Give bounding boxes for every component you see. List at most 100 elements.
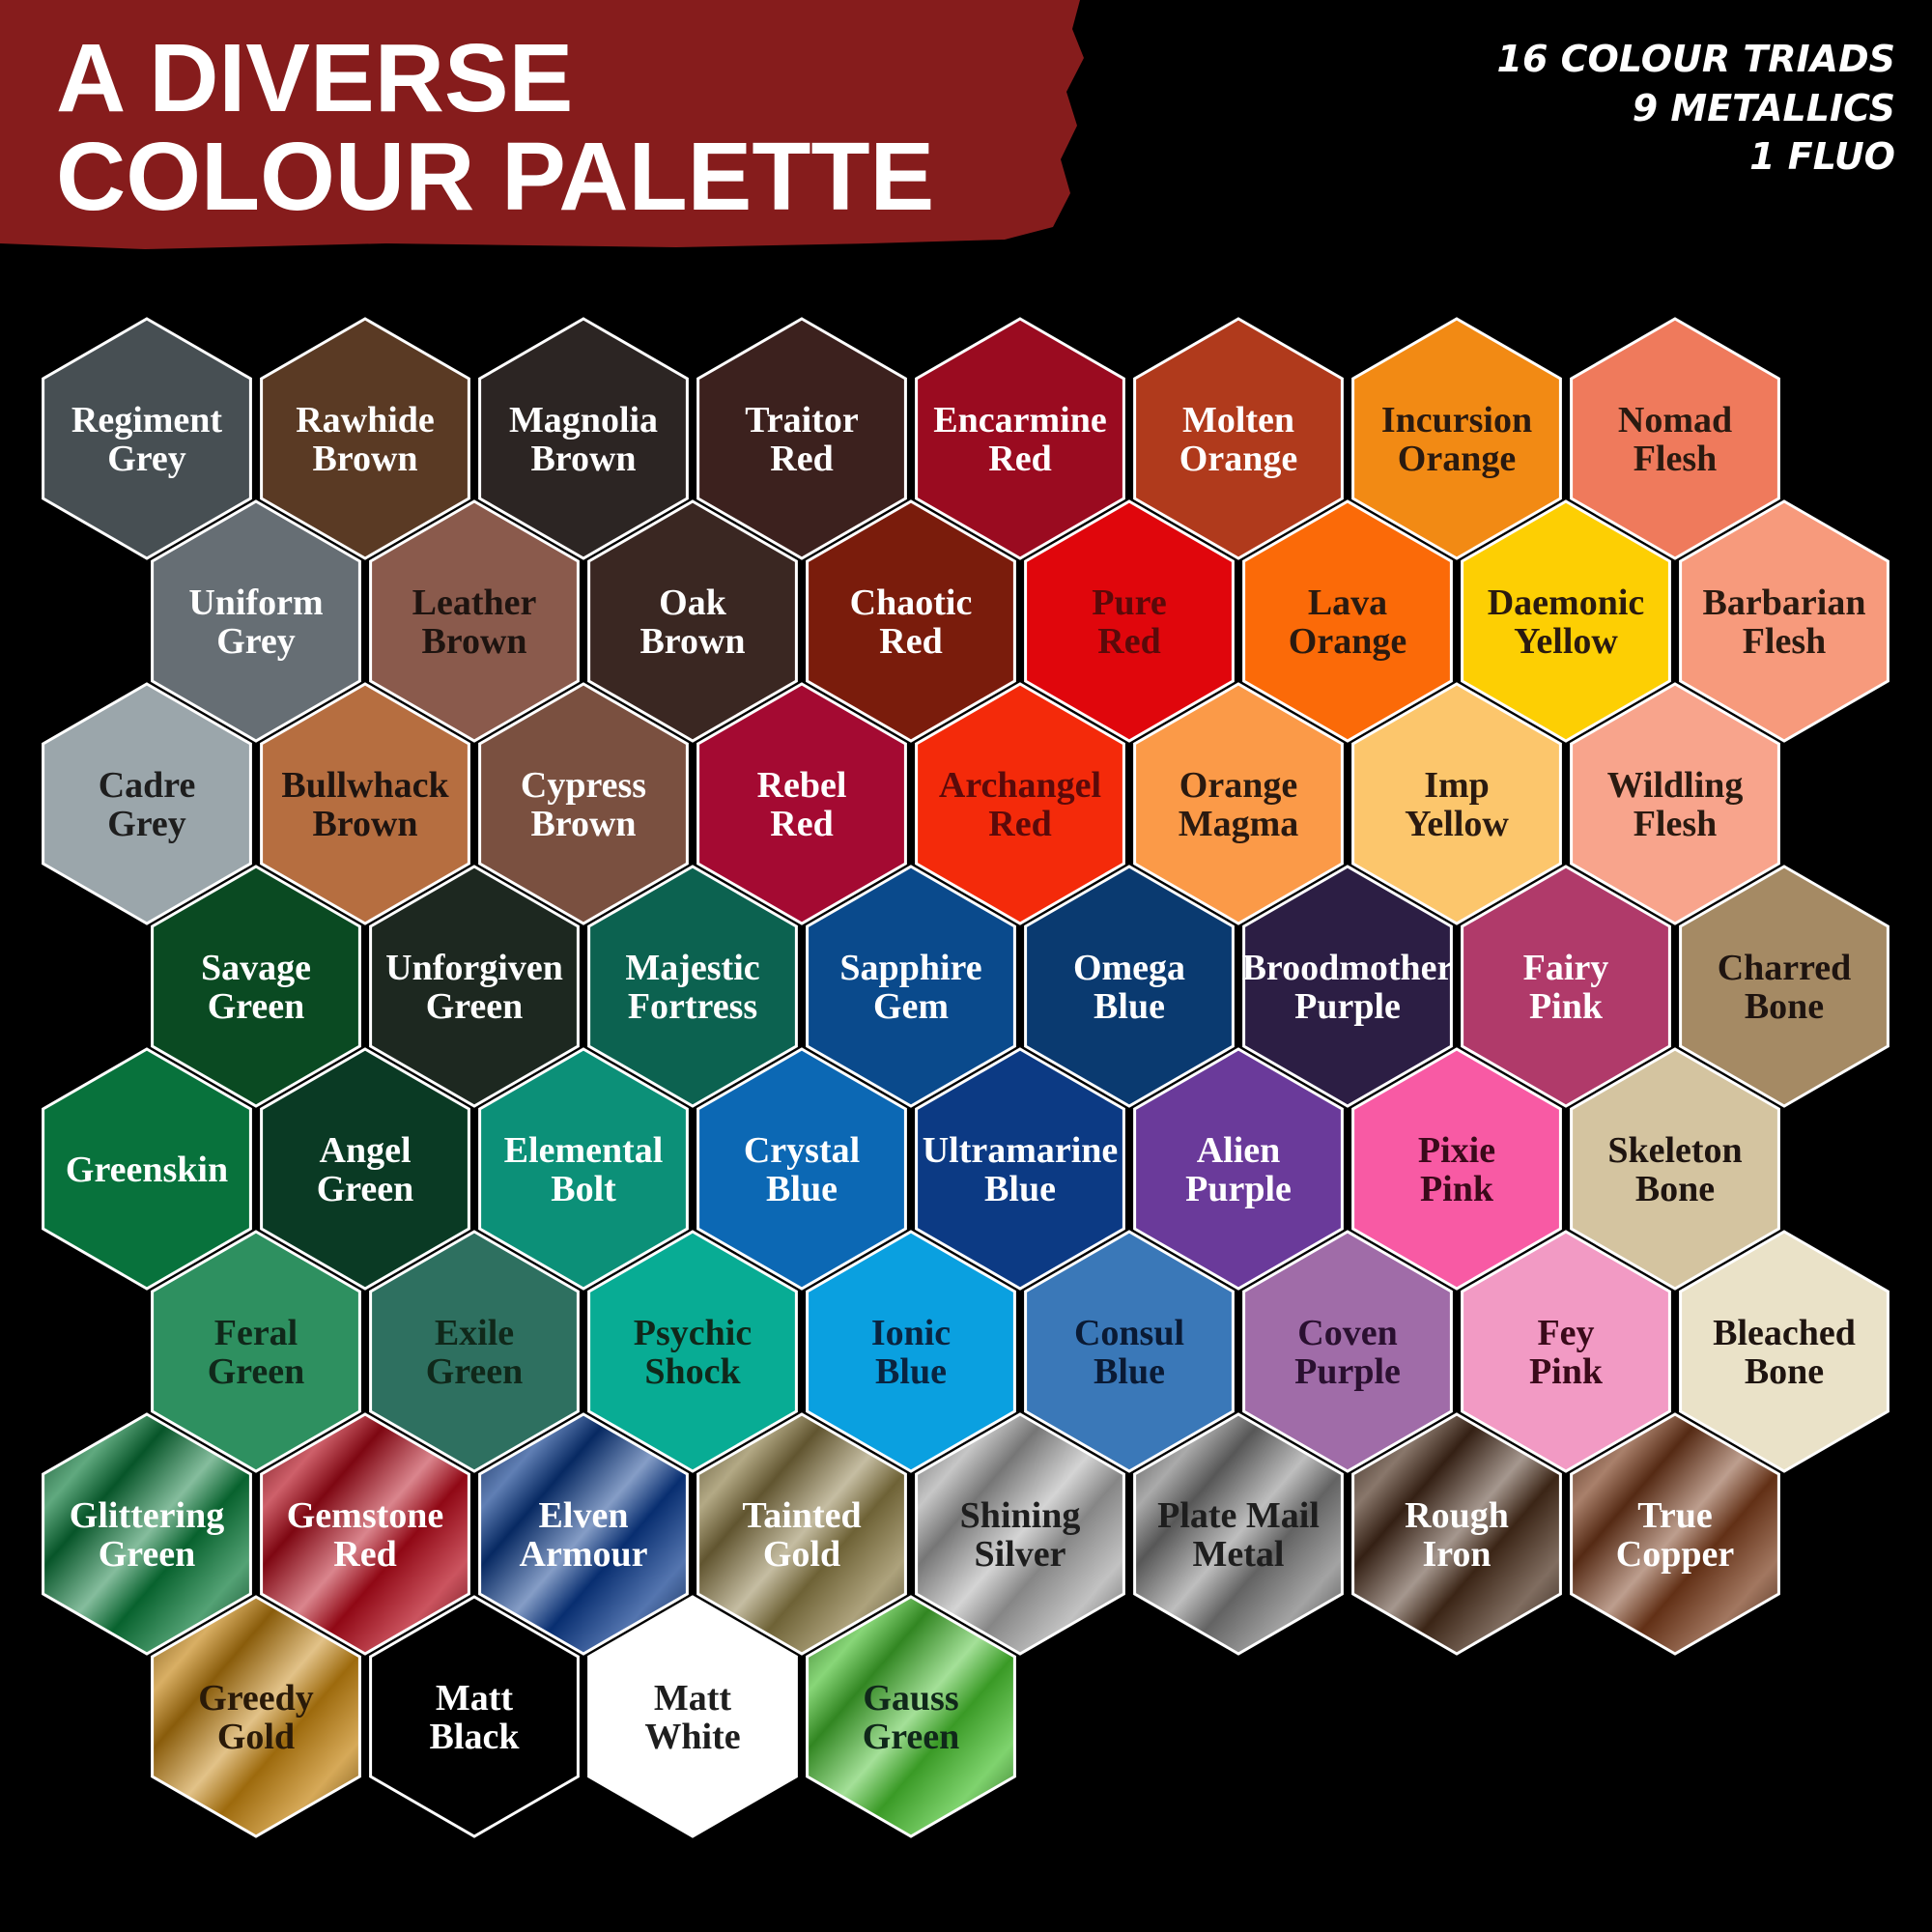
hex-swatch — [478, 1412, 689, 1656]
hex-swatch — [1133, 317, 1344, 560]
hex-label: Nomad — [1618, 400, 1732, 440]
hex-label: Flesh — [1743, 621, 1827, 662]
hex-label: Rough — [1405, 1495, 1509, 1536]
hex-label: Red — [770, 804, 833, 844]
hex-label: Coven — [1297, 1313, 1397, 1353]
hex-swatch — [1351, 317, 1562, 560]
stat-line: 1 FLUO — [1749, 135, 1895, 178]
hex-label: Brown — [421, 621, 526, 662]
hex-swatch — [42, 317, 252, 560]
hex-label: Copper — [1616, 1534, 1735, 1575]
hex-label: Gold — [217, 1717, 295, 1757]
hex-swatch — [915, 682, 1125, 925]
hex-label: Gemstone — [287, 1495, 444, 1536]
hex-swatch — [1133, 1412, 1344, 1656]
hex-label: Pink — [1420, 1169, 1494, 1209]
hex-label: Red — [333, 1534, 396, 1575]
hex-label: Oak — [659, 582, 727, 623]
hex-swatch — [915, 1047, 1125, 1291]
hex-label: Feral — [214, 1313, 298, 1353]
hex-label: Grey — [107, 439, 186, 479]
hex-swatch — [806, 499, 1016, 743]
hex-label: Archangel — [939, 765, 1101, 806]
hex-label: Silver — [975, 1534, 1066, 1575]
title-banner — [0, 0, 1084, 249]
hex-swatch — [1242, 1230, 1453, 1473]
hex-swatch — [369, 865, 580, 1108]
hex-swatch — [369, 499, 580, 743]
hex-swatch — [1133, 682, 1344, 925]
hex-label: Yellow — [1405, 804, 1509, 844]
hex-label: Bone — [1745, 1351, 1824, 1392]
hex-label: True — [1637, 1495, 1712, 1536]
hex-label: Red — [770, 439, 833, 479]
hex-label: Blue — [1094, 986, 1165, 1027]
hex-swatch — [696, 682, 907, 925]
hex-label: Red — [988, 804, 1051, 844]
hex-label: Metal — [1193, 1534, 1285, 1575]
hex-label: Exile — [435, 1313, 514, 1353]
hex-label: Blue — [766, 1169, 838, 1209]
hex-swatch — [915, 317, 1125, 560]
hex-swatch — [587, 1230, 798, 1473]
hex-label: Cypress — [521, 765, 646, 806]
hex-label: Gauss — [863, 1678, 958, 1719]
hex-swatch — [260, 1047, 470, 1291]
hex-swatch — [369, 1230, 580, 1473]
hex-label: Glittering — [70, 1495, 224, 1536]
hex-label: Fey — [1537, 1313, 1594, 1353]
hex-label: Omega — [1073, 948, 1185, 988]
hex-label: Molten — [1182, 400, 1294, 440]
hex-label: Brown — [312, 439, 417, 479]
hex-swatch — [1570, 1047, 1780, 1291]
hex-swatch — [915, 1412, 1125, 1656]
hex-label: Broodmother — [1242, 948, 1454, 988]
hex-label: Armour — [520, 1534, 648, 1575]
hex-label: White — [644, 1717, 740, 1757]
hex-label: Bone — [1635, 1169, 1715, 1209]
hex-swatch — [1570, 317, 1780, 560]
hex-label: Pink — [1529, 1351, 1604, 1392]
hex-label: Purple — [1294, 1351, 1401, 1392]
hex-label: Cadre — [99, 765, 196, 806]
hex-label: Majestic — [625, 948, 759, 988]
hex-label: Psychic — [634, 1313, 752, 1353]
hex-label: Gold — [763, 1534, 840, 1575]
hex-label: Wildling — [1607, 765, 1744, 806]
hex-label: Tainted — [742, 1495, 861, 1536]
hex-label: Red — [1097, 621, 1160, 662]
hex-swatch — [260, 317, 470, 560]
hex-label: Daemonic — [1488, 582, 1645, 623]
hex-swatch — [1024, 1230, 1235, 1473]
hex-label: Shining — [960, 1495, 1081, 1536]
title-line: A DIVERSE — [56, 24, 573, 132]
hex-swatch — [369, 1595, 580, 1838]
hex-swatch — [587, 865, 798, 1108]
hex-label: Purple — [1294, 986, 1401, 1027]
hex-label: Bullwhack — [281, 765, 449, 806]
hex-swatch — [696, 317, 907, 560]
